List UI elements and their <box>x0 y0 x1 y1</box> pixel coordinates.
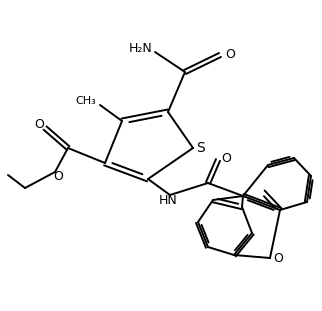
Text: O: O <box>225 49 235 62</box>
Text: O: O <box>53 169 63 183</box>
Text: O: O <box>34 118 44 132</box>
Text: H₂N: H₂N <box>129 41 153 54</box>
Text: S: S <box>197 141 205 155</box>
Text: CH₃: CH₃ <box>75 96 96 106</box>
Text: O: O <box>273 252 283 264</box>
Text: HN: HN <box>159 193 177 207</box>
Text: O: O <box>221 151 231 165</box>
